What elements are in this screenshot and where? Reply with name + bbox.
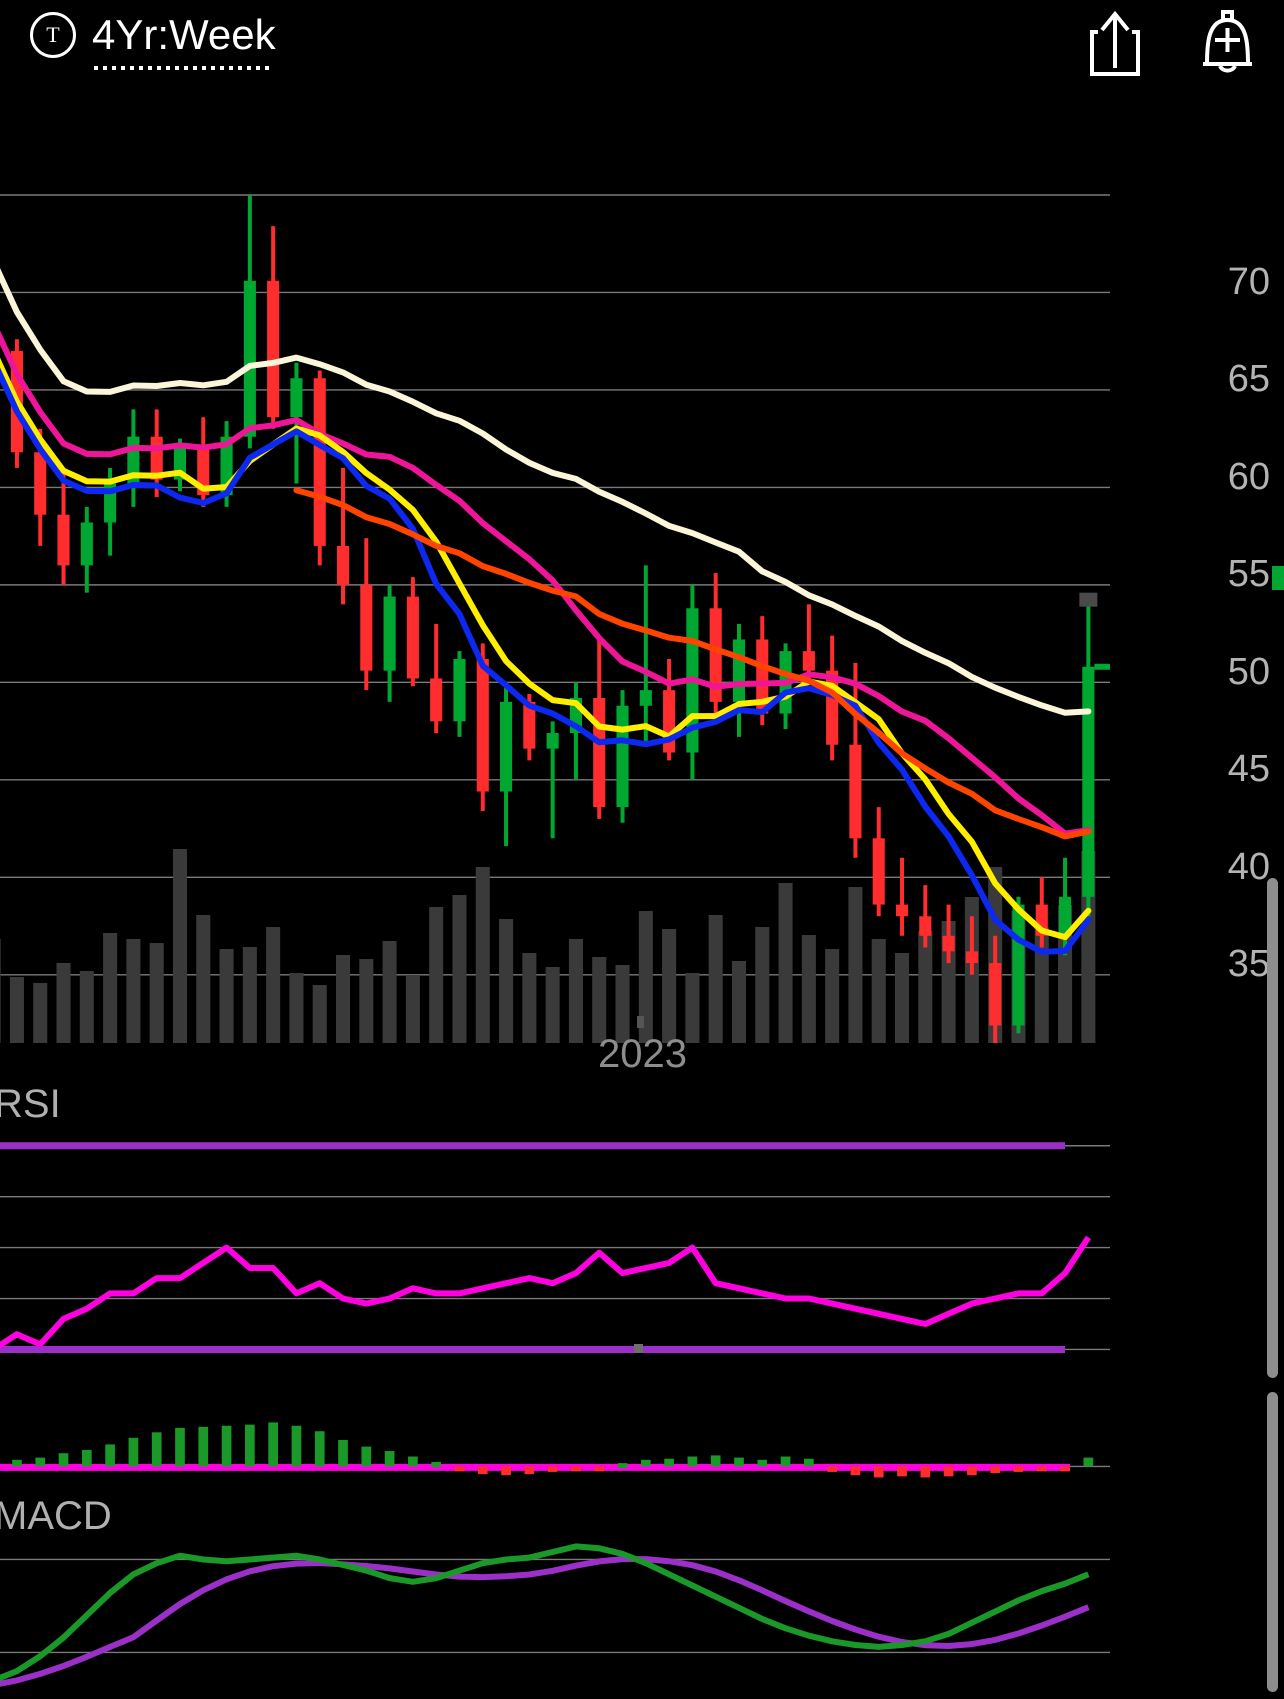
timeframe-selector[interactable]: 4Yr:Week	[92, 11, 276, 70]
rsi-series	[0, 1235, 1091, 1349]
header-right-group	[1078, 6, 1264, 80]
header-left-group[interactable]: T 4Yr:Week	[30, 11, 276, 70]
share-icon	[1090, 10, 1140, 76]
price-axis-tick: 50	[1227, 650, 1270, 693]
share-button[interactable]	[1078, 6, 1152, 80]
vertical-scrollbar-top[interactable]	[1267, 878, 1278, 1378]
add-alert-button[interactable]	[1190, 6, 1264, 80]
price-axis-tick: 70	[1227, 260, 1270, 303]
moving-average-lines	[0, 268, 1092, 955]
x-axis-tick	[637, 1016, 644, 1028]
rsi-band-lines	[0, 1142, 1065, 1353]
price-axis-tick: 40	[1227, 845, 1270, 888]
price-chart-panel[interactable]: 706560555045403530 Lo: 26.24	[0, 88, 1284, 1043]
timeframe-label: 4Yr:Week	[92, 11, 276, 58]
rsi-section-label: RSI	[0, 1082, 61, 1126]
rsi-x-marker	[634, 1344, 643, 1353]
price-axis-tick: 35	[1227, 943, 1270, 986]
macd-lines	[0, 1543, 1090, 1687]
candlestick-series	[10, 194, 1095, 1043]
macd-histogram	[12, 1422, 1094, 1478]
rsi-plot	[0, 1142, 1110, 1353]
circled-t-icon[interactable]: T	[30, 12, 76, 58]
volume-bars	[0, 849, 1096, 1043]
price-plot	[0, 194, 1110, 1043]
bell-plus-icon	[1203, 10, 1252, 73]
year-axis-label: 2023	[598, 1032, 687, 1076]
macd-plot	[0, 1422, 1110, 1687]
timeframe-underline	[94, 66, 270, 70]
last-price-marker	[1272, 566, 1284, 590]
last-close-dashed-line	[1079, 592, 1110, 670]
price-axis-tick: 45	[1227, 748, 1270, 791]
macd-chart-panel[interactable]: 0-5-10	[0, 1392, 1284, 1699]
vertical-scrollbar-bottom[interactable]	[1267, 1392, 1278, 1692]
rsi-chart-panel[interactable]: 7060504030	[0, 1105, 1284, 1380]
chart-header: T 4Yr:Week	[0, 0, 1284, 88]
macd-section-label: MACD	[0, 1494, 112, 1538]
price-axis-tick: 65	[1227, 358, 1270, 401]
price-axis-tick: 60	[1227, 455, 1270, 498]
price-axis-tick: 55	[1227, 553, 1270, 596]
